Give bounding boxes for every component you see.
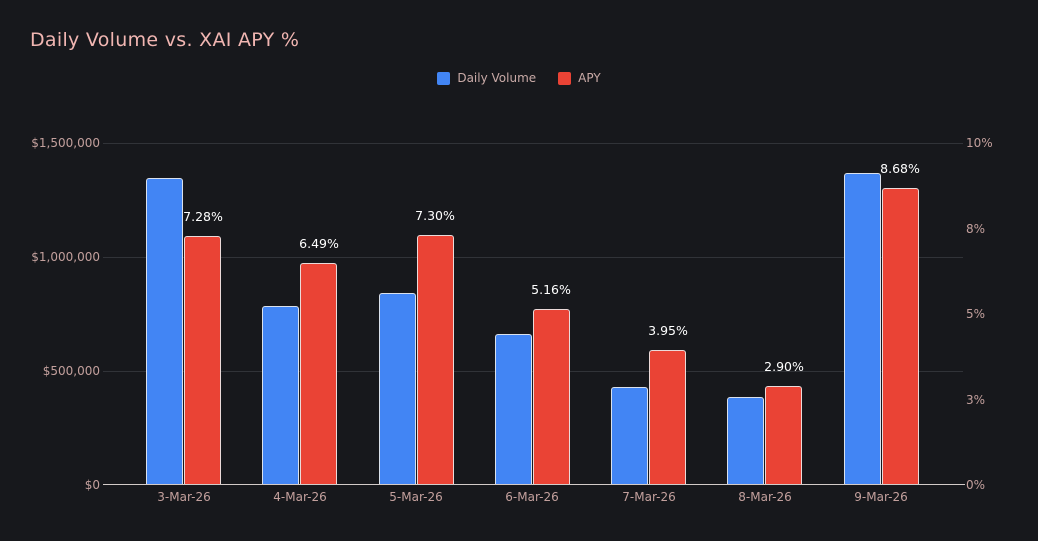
- bar-apy[interactable]: [882, 188, 919, 485]
- y-axis-right-tick-label: 8%: [966, 222, 986, 236]
- y-axis-left-tick-label: $1,500,000: [31, 136, 100, 150]
- legend-item-apy[interactable]: APY: [558, 71, 601, 85]
- x-axis-tick-label: 6-Mar-26: [505, 490, 559, 504]
- bar-apy[interactable]: [300, 263, 337, 485]
- legend-item-daily-volume[interactable]: Daily Volume: [437, 71, 536, 85]
- legend-label-apy: APY: [578, 71, 601, 85]
- chart-title: Daily Volume vs. XAI APY %: [30, 29, 300, 51]
- legend-label-daily-volume: Daily Volume: [457, 71, 537, 85]
- bar-daily-volume[interactable]: [611, 387, 648, 485]
- bar-apy[interactable]: [533, 309, 570, 485]
- apy-data-label: 5.16%: [531, 282, 571, 297]
- apy-data-label: 7.30%: [415, 208, 455, 223]
- x-axis-line: [103, 484, 965, 485]
- y-axis-left-tick-label: $0: [84, 478, 100, 492]
- y-axis-right-tick-label: 5%: [966, 307, 986, 321]
- apy-data-label: 2.90%: [764, 359, 804, 374]
- bar-daily-volume[interactable]: [146, 178, 183, 485]
- x-axis-tick-label: 9-Mar-26: [854, 490, 908, 504]
- bar-daily-volume[interactable]: [262, 306, 299, 485]
- bar-apy[interactable]: [417, 235, 454, 485]
- y-axis-right-tick-label: 10%: [966, 136, 993, 150]
- x-axis-tick-label: 8-Mar-26: [738, 490, 792, 504]
- x-axis-tick-label: 4-Mar-26: [273, 490, 327, 504]
- apy-data-label: 7.28%: [183, 209, 223, 224]
- gridline: [103, 143, 963, 144]
- bar-apy[interactable]: [184, 236, 221, 485]
- plot-area: 7.28% 6.49% 7.30% 5.16% 3.95% 2.90% 8.68%: [103, 143, 965, 485]
- legend-swatch-apy-icon: [558, 71, 572, 85]
- x-axis-tick-label: 7-Mar-26: [622, 490, 676, 504]
- y-axis-right-tick-label: 3%: [966, 393, 986, 407]
- x-axis-tick-label: 3-Mar-26: [157, 490, 211, 504]
- bar-daily-volume[interactable]: [379, 293, 416, 485]
- apy-data-label: 8.68%: [880, 161, 920, 176]
- legend-swatch-daily-volume-icon: [437, 71, 451, 85]
- bar-daily-volume[interactable]: [495, 334, 532, 485]
- gridline: [103, 257, 963, 258]
- bar-apy[interactable]: [765, 386, 802, 485]
- y-axis-right-tick-label: 0%: [966, 478, 986, 492]
- bar-apy[interactable]: [649, 350, 686, 485]
- y-axis-left-tick-label: $1,000,000: [31, 250, 100, 264]
- bar-daily-volume[interactable]: [844, 173, 881, 485]
- apy-data-label: 6.49%: [299, 236, 339, 251]
- bar-daily-volume[interactable]: [727, 397, 764, 485]
- x-axis-tick-label: 5-Mar-26: [389, 490, 443, 504]
- apy-data-label: 3.95%: [648, 323, 688, 338]
- y-axis-left-tick-label: $500,000: [42, 364, 100, 378]
- legend: Daily Volume APY: [0, 71, 1038, 85]
